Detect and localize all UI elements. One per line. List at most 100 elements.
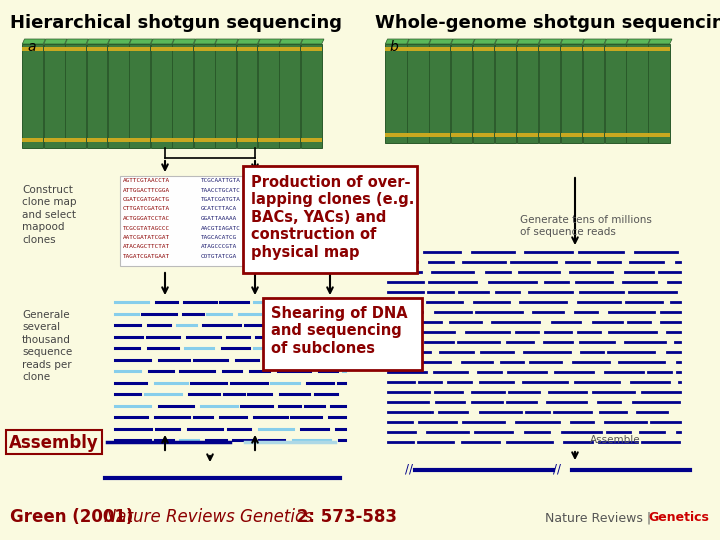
Bar [151, 47, 171, 51]
Bar [301, 138, 322, 142]
Bar [130, 47, 150, 51]
Text: Whole-genome shotgun sequencing: Whole-genome shotgun sequencing [375, 14, 720, 32]
Polygon shape [44, 39, 67, 44]
Text: ATTGGACTTCGGA: ATTGGACTTCGGA [123, 187, 170, 192]
Bar [582, 47, 604, 51]
Bar [517, 44, 538, 143]
Text: Construct
clone map
and select
mapood
clones: Construct clone map and select mapood cl… [22, 185, 76, 245]
Bar [22, 138, 43, 142]
Polygon shape [451, 39, 474, 44]
Polygon shape [194, 39, 217, 44]
Polygon shape [86, 39, 109, 44]
Bar [626, 133, 648, 137]
Text: Assemble: Assemble [590, 435, 641, 445]
Text: TAACCTGCATC: TAACCTGCATC [201, 187, 241, 192]
Text: TCGCGTATAGCCC: TCGCGTATAGCCC [123, 226, 170, 231]
FancyBboxPatch shape [120, 176, 268, 266]
Bar [385, 47, 407, 51]
Bar [301, 44, 322, 148]
Text: Green (2001): Green (2001) [10, 508, 139, 526]
Text: ACTGGGATCCTAC: ACTGGGATCCTAC [123, 216, 170, 221]
Bar [22, 47, 43, 51]
Text: TGATCGATGTA: TGATCGATGTA [201, 197, 241, 202]
Bar [605, 47, 626, 51]
Polygon shape [561, 39, 585, 44]
Text: 2: 573-583: 2: 573-583 [291, 508, 397, 526]
Text: TAGATCGATGAAT: TAGATCGATGAAT [123, 254, 170, 259]
FancyBboxPatch shape [243, 166, 417, 273]
Polygon shape [237, 39, 260, 44]
Text: b: b [390, 40, 399, 54]
Text: //: // [553, 463, 561, 476]
Polygon shape [65, 39, 89, 44]
Polygon shape [408, 39, 431, 44]
Text: Generale
several
thousand
sequence
reads per
clone: Generale several thousand sequence reads… [22, 310, 72, 382]
Bar [108, 138, 129, 142]
Bar [172, 44, 193, 148]
Bar [605, 44, 626, 143]
Bar [582, 44, 604, 143]
Bar [626, 44, 648, 143]
Bar [649, 47, 670, 51]
Text: GGATTAAAAA: GGATTAAAAA [201, 216, 238, 221]
Polygon shape [258, 39, 281, 44]
Bar [429, 133, 451, 137]
Text: AATCGATATCGAT: AATCGATATCGAT [123, 235, 170, 240]
Bar [65, 44, 86, 148]
Bar [108, 47, 129, 51]
Bar [649, 133, 670, 137]
Text: AGTTCGTAACCTA: AGTTCGTAACCTA [123, 178, 170, 183]
Bar [237, 138, 258, 142]
Bar [258, 44, 279, 148]
Bar [517, 133, 538, 137]
Bar [215, 44, 236, 148]
Polygon shape [385, 39, 409, 44]
Polygon shape [429, 39, 453, 44]
Polygon shape [130, 39, 153, 44]
Polygon shape [172, 39, 195, 44]
Bar [44, 44, 65, 148]
Bar [172, 47, 193, 51]
Text: Generate tens of millions
of sequence reads: Generate tens of millions of sequence re… [520, 215, 652, 237]
Bar [194, 44, 215, 148]
Bar [408, 47, 428, 51]
Text: Nature Reviews Genetics: Nature Reviews Genetics [104, 508, 312, 526]
Text: AACGTIAGATC: AACGTIAGATC [201, 226, 241, 231]
Bar [451, 44, 472, 143]
Polygon shape [151, 39, 174, 44]
Bar [626, 47, 648, 51]
Text: TAGCACATCG: TAGCACATCG [201, 235, 238, 240]
Polygon shape [22, 39, 45, 44]
Text: Nature Reviews |: Nature Reviews | [545, 511, 655, 524]
Text: GCATCTTACA: GCATCTTACA [201, 206, 238, 212]
Bar [108, 44, 129, 148]
Text: TCGCAATTGTA: TCGCAATTGTA [201, 178, 241, 183]
Bar [451, 47, 472, 51]
FancyBboxPatch shape [263, 298, 422, 370]
Bar [473, 44, 495, 143]
Bar [44, 47, 65, 51]
Bar [237, 47, 258, 51]
Polygon shape [473, 39, 497, 44]
Polygon shape [626, 39, 650, 44]
Bar [86, 138, 107, 142]
Bar [473, 47, 495, 51]
Bar [22, 44, 43, 148]
Bar [258, 138, 279, 142]
Polygon shape [649, 39, 672, 44]
Bar [605, 133, 626, 137]
Bar [408, 133, 428, 137]
Bar [539, 133, 560, 137]
Text: //: // [405, 463, 413, 476]
Polygon shape [539, 39, 562, 44]
Bar [582, 133, 604, 137]
Bar [495, 47, 516, 51]
Text: Hierarchical shotgun sequencing: Hierarchical shotgun sequencing [10, 14, 342, 32]
Text: ATACAGCTTCTAT: ATACAGCTTCTAT [123, 245, 170, 249]
Bar [279, 138, 300, 142]
Bar [86, 47, 107, 51]
Bar [495, 133, 516, 137]
Text: Genetics: Genetics [648, 511, 709, 524]
Bar [151, 44, 171, 148]
Bar [539, 44, 560, 143]
